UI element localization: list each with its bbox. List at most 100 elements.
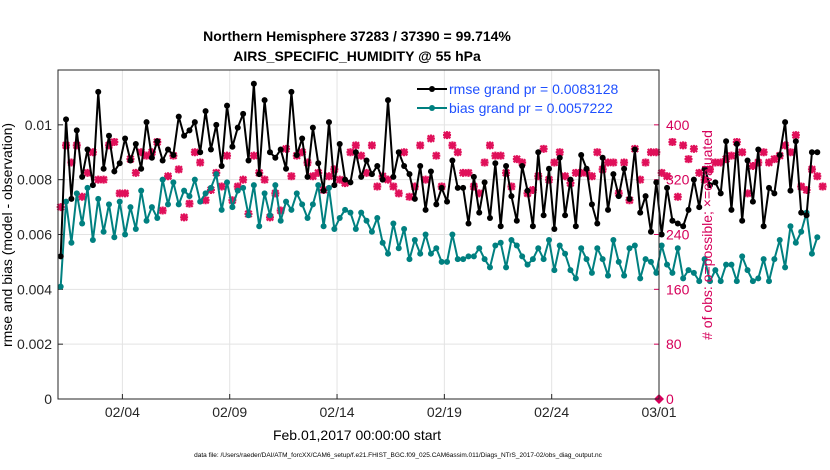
y2-tick-label: 400 [666, 117, 690, 133]
bias-point [197, 198, 204, 205]
obs-count-marker [636, 175, 645, 184]
rmse-point [368, 171, 375, 178]
obs-count-marker [56, 203, 65, 212]
rmse-point [599, 154, 606, 161]
legend: rmse grand pr = 0.0083128 bias grand pr … [417, 81, 618, 116]
rmse-point [535, 149, 542, 156]
footnote: data file: /Users/raeder/DAI/ATM_forcXX/… [194, 452, 603, 459]
bias-point [733, 278, 740, 285]
bias-point [739, 253, 746, 260]
rmse-point [492, 160, 499, 167]
obs-count-marker [561, 172, 570, 181]
series-layer [56, 80, 827, 290]
rmse-point [111, 168, 118, 175]
bias-point [245, 212, 252, 219]
bias-point [706, 278, 713, 285]
bias-point [690, 269, 697, 276]
rmse-point [605, 206, 612, 213]
obs-count-marker [711, 158, 720, 167]
bias-point [250, 182, 257, 189]
bias-point [647, 258, 654, 265]
rmse-point [342, 176, 349, 183]
rmse-point [293, 151, 300, 158]
obs-count-marker [657, 168, 666, 177]
bias-point [599, 256, 606, 263]
obs-count-marker [786, 148, 795, 157]
obs-count-marker [110, 137, 119, 146]
rmse-point [159, 157, 166, 164]
rmse-point [465, 220, 472, 227]
bias-point [374, 215, 381, 222]
bias-point [621, 272, 628, 279]
bias-point [132, 226, 139, 233]
rmse-point [427, 168, 434, 175]
bias-point [701, 256, 708, 263]
rmse-point [165, 146, 171, 153]
x-tick-label: 02/14 [320, 404, 355, 420]
obs-count-marker [689, 144, 698, 153]
obs-count-marker [421, 175, 430, 184]
obs-count-marker [807, 165, 816, 174]
bias-point [605, 272, 612, 279]
obs-count-marker [239, 175, 248, 184]
obs-count-marker [593, 148, 602, 157]
bias-point [363, 217, 370, 224]
rmse-point [744, 157, 751, 164]
x-tick-label: 02/04 [105, 404, 140, 420]
y-tick-label: 0 [44, 391, 52, 407]
y2-axis-label: # of obs: o=possible; ×=evaluated [699, 130, 715, 340]
bias-point [588, 269, 595, 276]
bias-point [567, 267, 574, 274]
obs-count-marker [400, 148, 409, 157]
obs-count-marker [604, 158, 613, 167]
obs-count-marker [539, 144, 548, 153]
rmse-point [385, 97, 392, 104]
obs-count-marker [716, 158, 725, 167]
bias-point [524, 261, 531, 268]
rmse-point [615, 193, 622, 200]
obs-count-marker [518, 158, 527, 167]
obs-count-marker [469, 182, 478, 191]
bias-point [342, 206, 349, 213]
obs-count-marker [324, 172, 333, 181]
rmse-point [610, 171, 617, 178]
obs-count-marker [298, 148, 307, 157]
obs-count-marker [695, 168, 704, 177]
bias-point [674, 245, 681, 252]
bias-point [556, 242, 563, 249]
obs-count-marker [722, 155, 731, 164]
rmse-point [454, 184, 461, 191]
rmse-point [621, 165, 628, 172]
obs-count-marker [88, 148, 97, 157]
bias-point [116, 198, 123, 205]
obs-count-marker [459, 168, 468, 177]
rmse-point [626, 195, 633, 202]
bias-point [143, 217, 150, 224]
bias-point [535, 245, 542, 252]
bias-point [293, 190, 300, 197]
bias-point [266, 212, 273, 219]
rmse-point [261, 97, 268, 104]
rmse-point [739, 217, 746, 224]
y-tick-label: 0.002 [17, 336, 52, 352]
rmse-point [814, 149, 821, 156]
bias-point [229, 204, 236, 211]
y2-tick-label: 0 [666, 391, 674, 407]
obs-count-marker [491, 151, 500, 160]
obs-count-marker [791, 131, 800, 140]
obs-count-marker [587, 172, 596, 181]
bias-point [385, 250, 392, 257]
obs-count-marker [609, 158, 618, 167]
bias-point [642, 256, 649, 263]
rmse-point [755, 146, 762, 153]
rmse-point [588, 201, 595, 208]
bias-point [84, 184, 91, 191]
rmse-point [701, 165, 708, 172]
obs-count-marker [276, 206, 285, 215]
bias-point [438, 258, 445, 265]
obs-count-marker [679, 141, 688, 150]
rmse-point [207, 146, 214, 153]
obs-count-marker [174, 165, 183, 174]
obs-count-marker [700, 175, 709, 184]
bias-point [395, 245, 402, 252]
